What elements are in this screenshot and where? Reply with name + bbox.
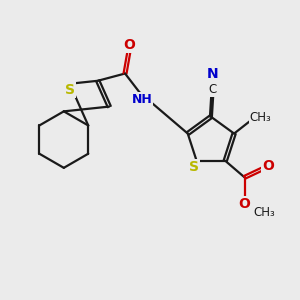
Text: O: O xyxy=(238,197,250,212)
Text: NH: NH xyxy=(132,93,152,106)
Text: C: C xyxy=(208,83,217,96)
Text: S: S xyxy=(189,160,199,174)
Text: O: O xyxy=(262,159,274,173)
Text: S: S xyxy=(65,83,75,97)
Text: CH₃: CH₃ xyxy=(253,206,275,219)
Text: O: O xyxy=(123,38,135,52)
Text: CH₃: CH₃ xyxy=(250,111,272,124)
Text: N: N xyxy=(207,67,218,81)
